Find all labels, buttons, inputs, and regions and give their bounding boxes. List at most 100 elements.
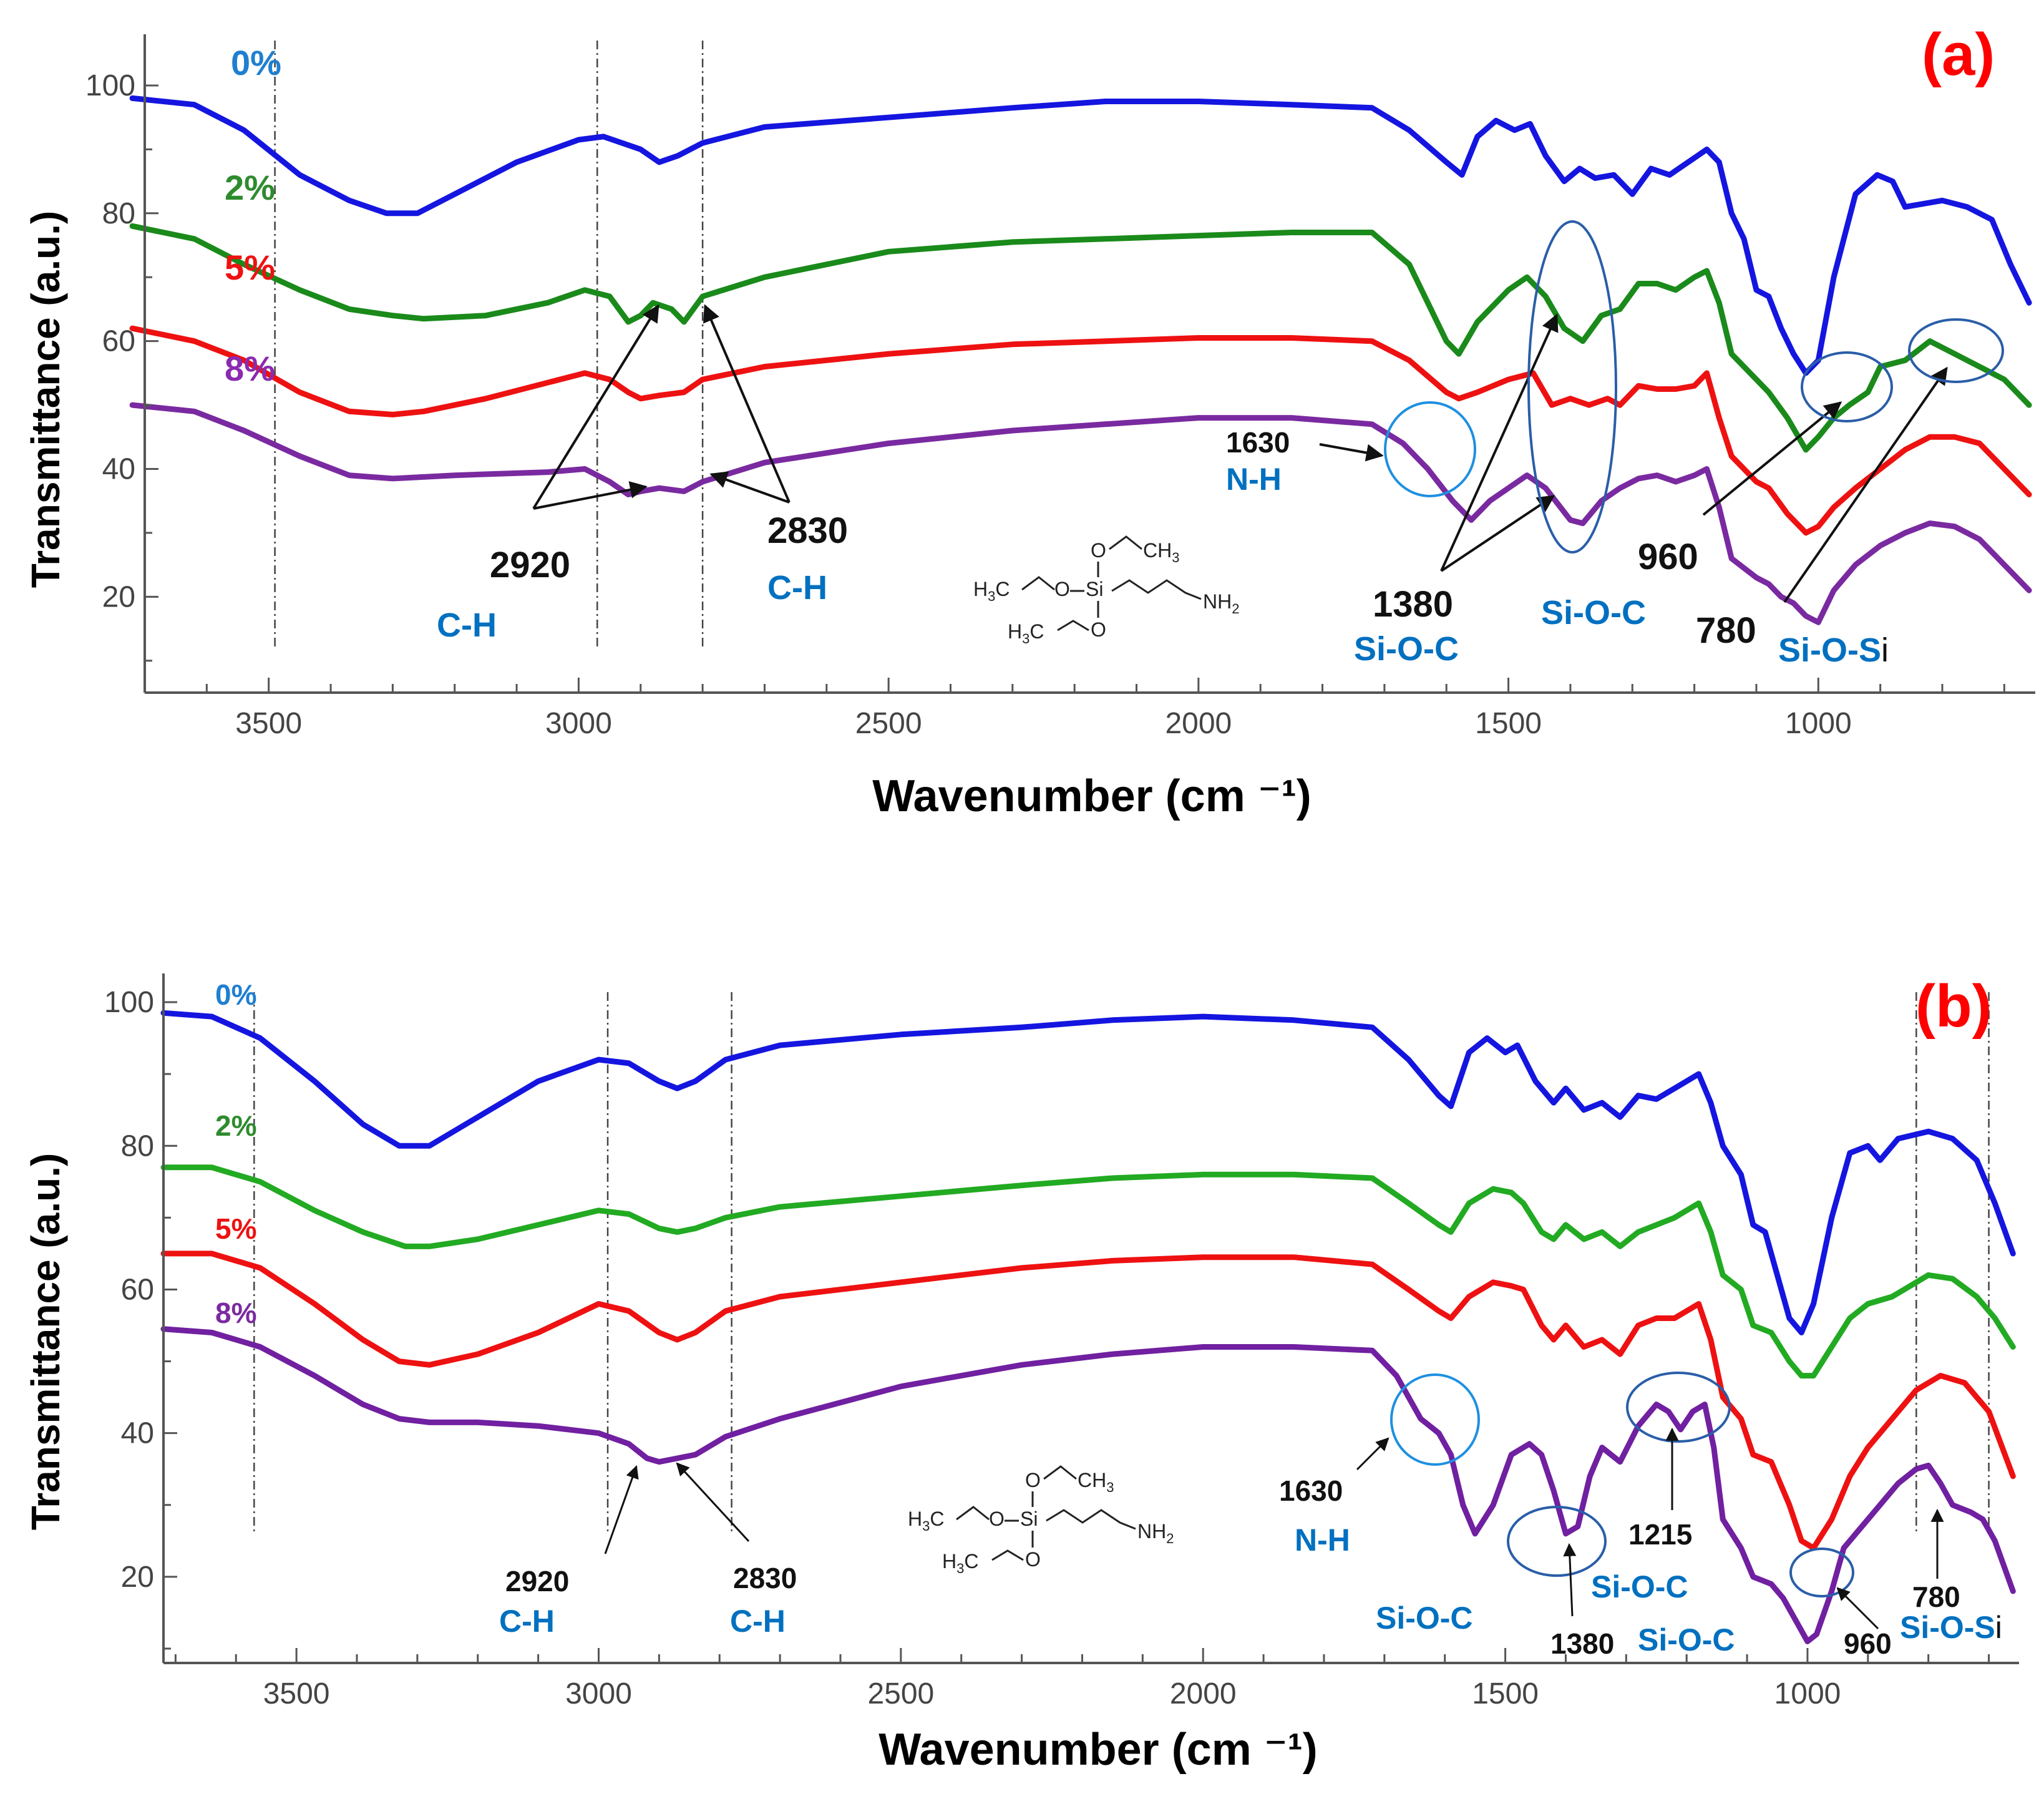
panel-b-label-siosi: Si-O-Si xyxy=(1900,1610,2002,1645)
panel-b-x-tick-3500: 3500 xyxy=(263,1677,330,1710)
panel-a-series-2pct xyxy=(129,223,2032,453)
panel-a-label-ch-2: C-H xyxy=(767,569,827,607)
panel-a-legend-2pct: 2% xyxy=(225,168,275,207)
panel-a-y-tick-20: 20 xyxy=(102,580,135,613)
panel-b-legend-5pct: 5% xyxy=(215,1212,256,1245)
svg-text:O: O xyxy=(1054,578,1070,600)
panel-a-legend-5pct: 5% xyxy=(225,248,275,287)
panel-b-x-tick-2000: 2000 xyxy=(1170,1677,1237,1710)
panel-a-axes: 3500 3000 2500 2000 1500 1000 100 80 60 40 20 xyxy=(85,34,2035,740)
panel-b-label-1215: 1215 xyxy=(1628,1518,1692,1551)
panel-a-arrow-2920-lower xyxy=(533,481,648,510)
panel-b-label-1380: 1380 xyxy=(1550,1627,1614,1660)
panel-a-label-960: 960 xyxy=(1638,537,1698,577)
panel-a-arrow-2920-upper xyxy=(532,304,659,510)
svg-text:CH3: CH3 xyxy=(1078,1469,1114,1495)
panel-a-label-nh: N-H xyxy=(1226,462,1282,497)
panel-b-circle-960 xyxy=(1789,1548,1854,1597)
panel-b-label-780: 780 xyxy=(1912,1581,1960,1613)
panel-a-arrow-2830-lower xyxy=(709,471,790,504)
panel-a-circle-960 xyxy=(1801,351,1893,422)
svg-text:NH2: NH2 xyxy=(1137,1520,1174,1546)
panel-a-circle-780 xyxy=(1908,318,2004,383)
panel-a-circle-1630 xyxy=(1384,401,1476,497)
panel-a-y-tick-100: 100 xyxy=(85,69,135,102)
panel-a-label-780: 780 xyxy=(1696,610,1756,651)
panel-b-circle-1630 xyxy=(1390,1373,1480,1466)
panel-a-x-tick-3500: 3500 xyxy=(235,707,302,740)
panel-b-series-5pct xyxy=(160,1251,2016,1551)
svg-text:CH3: CH3 xyxy=(1143,539,1179,565)
panel-b-label-sioc-right: Si-O-C xyxy=(1638,1622,1735,1657)
svg-text:O: O xyxy=(989,1508,1005,1530)
panel-b-label: (b) xyxy=(1915,973,1992,1040)
panel-b-y-tick-60: 60 xyxy=(121,1273,154,1306)
panel-b-label-1630: 1630 xyxy=(1279,1475,1343,1507)
panel-a-x-tick-1000: 1000 xyxy=(1785,707,1852,740)
svg-text:H3C: H3C xyxy=(973,578,1010,604)
panel-a-label-ch-1: C-H xyxy=(437,607,497,644)
panel-a-arrow-2830-upper xyxy=(703,304,791,503)
panel-a-y-tick-80: 80 xyxy=(102,197,135,230)
panel-b-arrow-1380 xyxy=(1563,1543,1577,1617)
panel-a-series-8pct xyxy=(129,402,2032,625)
panel-b-arrow-2920 xyxy=(604,1465,639,1554)
svg-text:NH2: NH2 xyxy=(1203,590,1239,617)
svg-text:O: O xyxy=(1091,618,1106,641)
panel-b-legend-8pct: 8% xyxy=(215,1297,256,1329)
panel-a-y-tick-40: 40 xyxy=(102,453,135,486)
panel-b-x-tick-2500: 2500 xyxy=(867,1677,934,1710)
panel-a-label-siosi: Si-O-Si xyxy=(1778,631,1889,669)
panel-b-x-axis-title: Wavenumber (cm ⁻¹) xyxy=(878,1725,1317,1775)
panel-b-series-group xyxy=(160,1010,2016,1644)
panel-b-series-2pct xyxy=(160,1164,2016,1379)
panel-a-label-2920: 2920 xyxy=(490,545,570,585)
panel-a-x-tick-2000: 2000 xyxy=(1165,707,1232,740)
panel-a-x-tick-1500: 1500 xyxy=(1475,707,1542,740)
panel-a-y-tick-60: 60 xyxy=(102,325,135,358)
panel-b-label-nh: N-H xyxy=(1295,1523,1350,1558)
panel-a-arrow-960 xyxy=(1702,401,1842,516)
panel-b-x-tick-1000: 1000 xyxy=(1774,1677,1841,1710)
svg-text:O: O xyxy=(1091,539,1106,562)
panel-b-arrow-2830 xyxy=(676,1462,750,1543)
svg-text:H3C: H3C xyxy=(1008,620,1044,646)
svg-text:O: O xyxy=(1025,1469,1041,1491)
svg-text:H3C: H3C xyxy=(908,1508,944,1534)
panel-b-legend-2pct: 2% xyxy=(215,1109,256,1142)
panel-a-label-sioc-1: Si-O-C xyxy=(1354,630,1459,668)
panel-b-label-ch-1: C-H xyxy=(499,1604,555,1639)
panel-a-arrow-1380-lower xyxy=(1440,495,1555,572)
panel-b-arrow-960 xyxy=(1836,1587,1879,1630)
panel-a-reference-lines xyxy=(274,41,704,649)
panel-b-y-tick-20: 20 xyxy=(121,1561,154,1594)
panel-b-label-960: 960 xyxy=(1844,1627,1892,1660)
panel-a-x-axis-title: Wavenumber (cm ⁻¹) xyxy=(872,771,1311,821)
panel-b-legend-0pct: 0% xyxy=(215,978,256,1011)
panel-a-label-1630: 1630 xyxy=(1226,426,1290,459)
panel-b-x-tick-1500: 1500 xyxy=(1472,1677,1539,1710)
panel-a-y-axis-title: Transmittance (a.u.) xyxy=(23,211,68,588)
panel-b-circle-1380 xyxy=(1507,1506,1607,1577)
panel-a-series-0pct xyxy=(129,95,2032,376)
panel-a-arrow-780 xyxy=(1783,366,1948,603)
panel-a-label-1380: 1380 xyxy=(1373,584,1453,625)
panel-b-series-8pct xyxy=(160,1326,2016,1644)
panel-a-x-tick-2500: 2500 xyxy=(855,707,922,740)
svg-text:O: O xyxy=(1025,1548,1041,1571)
panel-a-legend-0pct: 0% xyxy=(231,43,281,82)
panel-a-arrow-1380-upper xyxy=(1440,313,1559,572)
panel-a-series-group xyxy=(129,95,2032,625)
panel-a-x-tick-3000: 3000 xyxy=(545,707,612,740)
panel-a-aptes-structure: H3C O Si O CH3 NH2 O H3C xyxy=(973,535,1239,646)
panel-b-annotations: 2920 C-H 2830 C-H 1630 N-H Si-O-C 1380 S… xyxy=(499,1372,2002,1660)
panel-b-y-axis-title: Transmittance (a.u.) xyxy=(23,1153,68,1531)
panel-a-label: (a) xyxy=(1922,21,1995,88)
panel-b-aptes-structure: H3C O Si O CH3 NH2 O H3C xyxy=(908,1465,1174,1576)
panel-b-label-2920: 2920 xyxy=(505,1565,569,1597)
panel-b-y-tick-40: 40 xyxy=(121,1417,154,1450)
panel-a-label-2830: 2830 xyxy=(767,510,848,551)
